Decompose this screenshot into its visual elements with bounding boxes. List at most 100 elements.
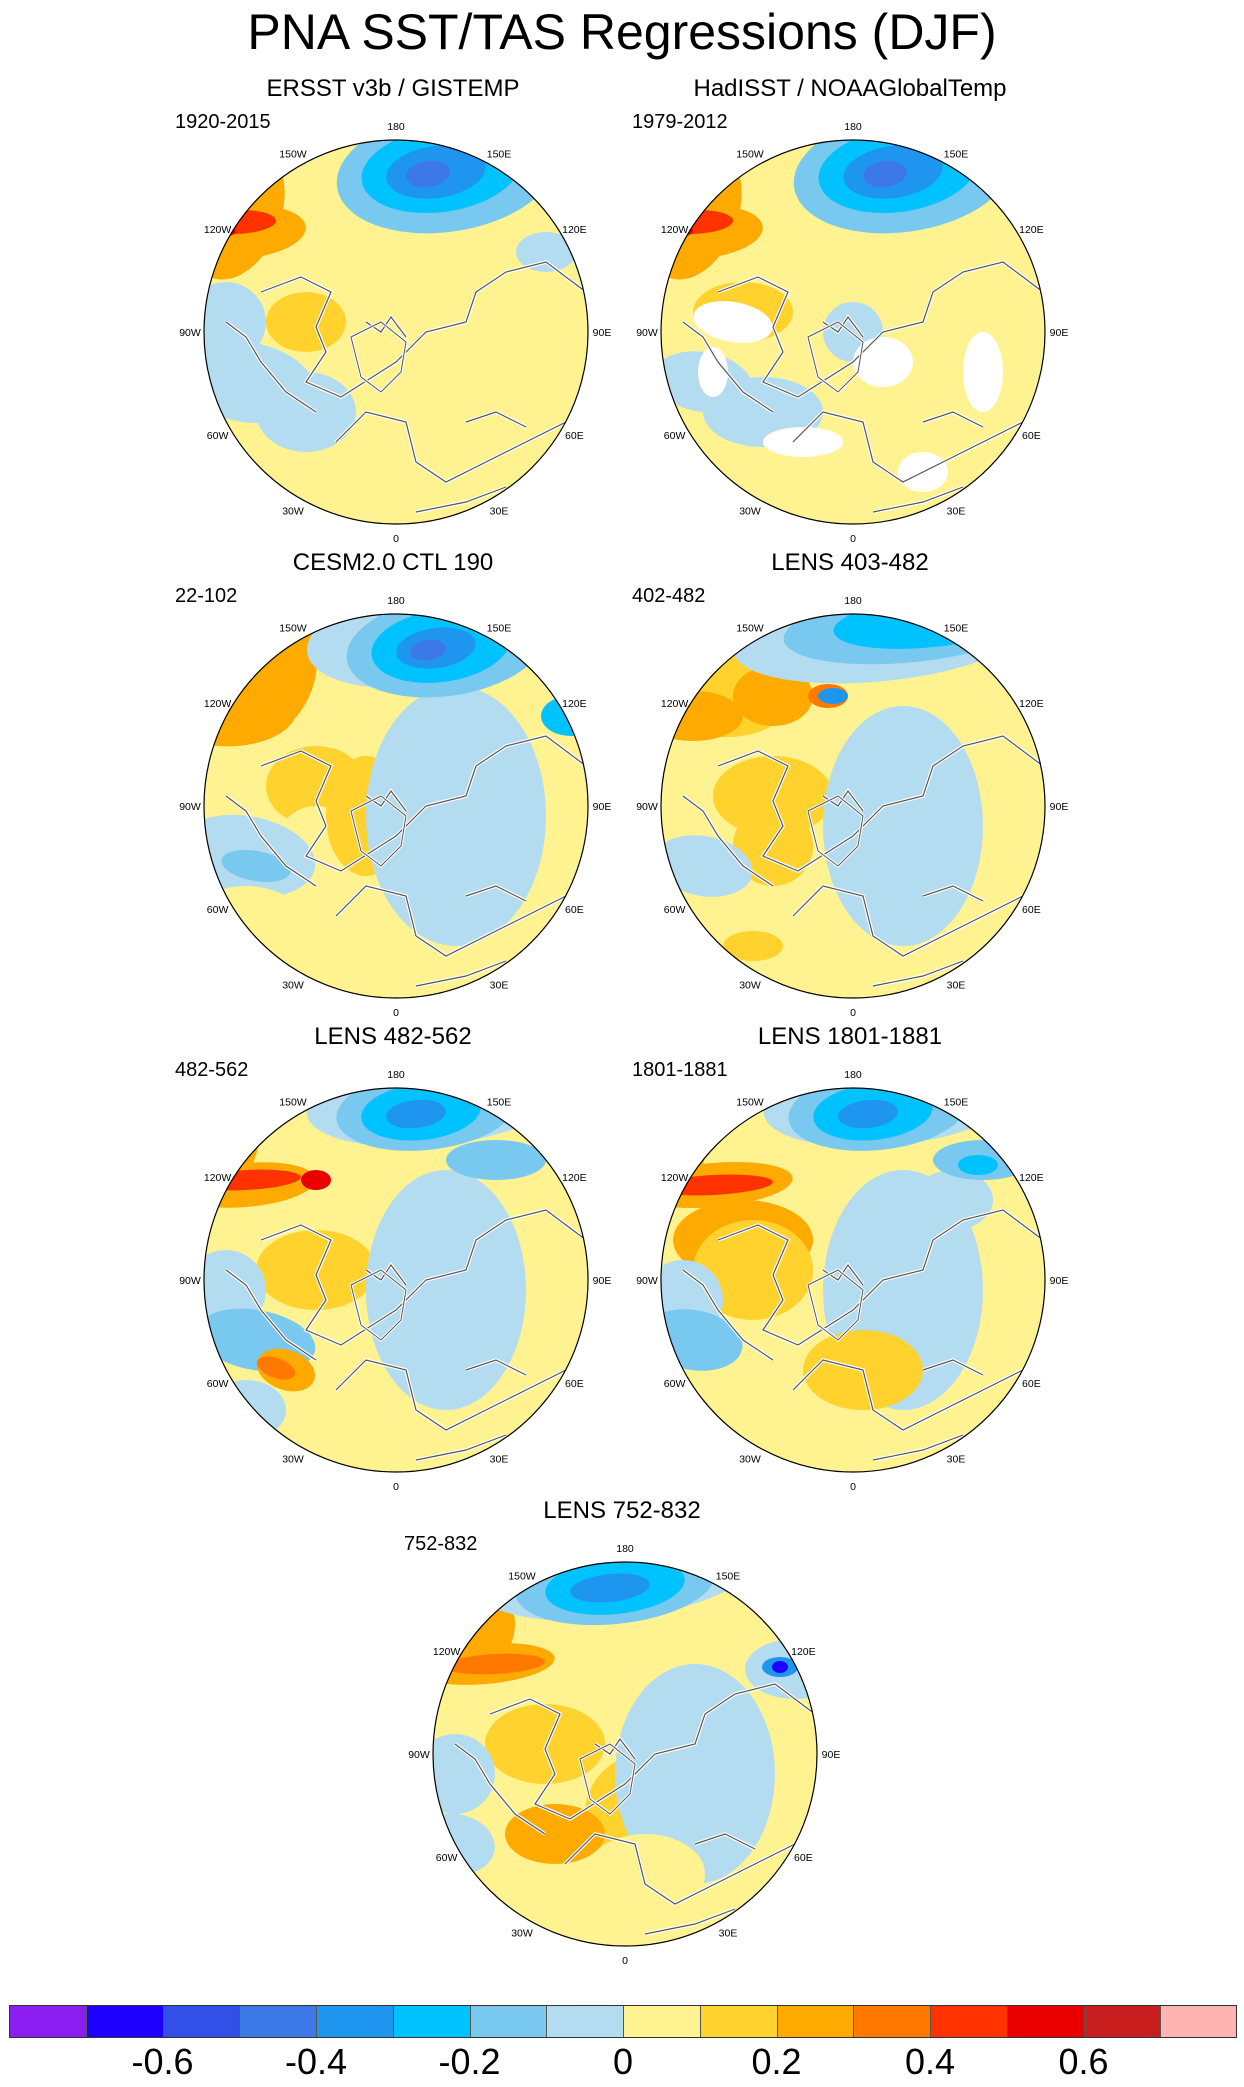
longitude-label: 120W xyxy=(661,224,689,236)
missing-data-patch xyxy=(693,301,773,343)
colorbar-swatch xyxy=(1160,2005,1237,2038)
field-contour xyxy=(772,1661,788,1673)
longitude-label: 150E xyxy=(487,149,512,161)
longitude-label: 30W xyxy=(511,1927,533,1939)
greenland-outline xyxy=(350,795,407,867)
colorbar-swatch xyxy=(699,2005,777,2038)
figure-title: PNA SST/TAS Regressions (DJF) xyxy=(247,4,997,60)
panel-period-label: 752-832 xyxy=(404,1533,478,1555)
coastline xyxy=(682,735,1044,987)
field-contour xyxy=(366,1170,526,1410)
colorbar-swatch xyxy=(392,2005,470,2038)
coastlines xyxy=(224,734,588,988)
field-contour xyxy=(386,1099,446,1129)
longitude-label: 90W xyxy=(179,327,201,339)
field-contour xyxy=(818,688,848,704)
longitude-label: 120E xyxy=(1019,224,1044,236)
longitude-label: 60E xyxy=(1022,1378,1041,1390)
panel-title: HadISST / NOAAGlobalTemp xyxy=(693,75,1007,102)
polar-map: 180 150E 120E 90E 60E 30E 0 30W 60W 90W 120W 150W xyxy=(636,1069,1068,1492)
colorbar-tick-label: -0.4 xyxy=(284,2041,348,2082)
map-field xyxy=(661,614,1045,998)
longitude-label: 120E xyxy=(562,1172,587,1184)
colorbar-tick-label: -0.2 xyxy=(438,2041,501,2082)
longitude-label: 150W xyxy=(279,149,307,161)
map-field xyxy=(204,1088,588,1472)
longitude-label: 60W xyxy=(207,430,229,442)
panel-period-label: 1920-2015 xyxy=(175,111,271,133)
longitude-label: 120E xyxy=(791,1646,816,1658)
polar-map: 180 150E 120E 90E 60E 30E 0 30W 60W 90W 120W 150W xyxy=(179,121,611,544)
map-panel-cesm2-ctl: CESM2.0 CTL 190 22-102 180 150E 120E 90E 60E… xyxy=(163,548,623,1018)
map-border xyxy=(203,139,589,525)
longitude-label: 60W xyxy=(436,1852,458,1864)
missing-data-patch xyxy=(763,427,843,457)
longitude-label: 90E xyxy=(593,1275,612,1287)
panel-title: CESM2.0 CTL 190 xyxy=(292,549,494,576)
longitude-label: 60E xyxy=(565,1378,584,1390)
longitude-label: 90W xyxy=(408,1749,430,1761)
field-contour xyxy=(863,160,907,188)
longitude-label: 180 xyxy=(616,1543,634,1555)
map-field xyxy=(204,614,588,998)
longitude-label: 180 xyxy=(844,1069,862,1081)
field-contour xyxy=(301,1170,331,1190)
polar-map: 180 150E 120E 90E 60E 30E 0 30W 60W 90W 120W 150W xyxy=(408,1543,840,1966)
longitude-label: 30E xyxy=(719,1927,738,1939)
field-contour xyxy=(823,706,983,946)
map-border xyxy=(660,1087,1046,1473)
longitude-label: 30E xyxy=(947,979,966,991)
longitude-label: 30W xyxy=(282,505,304,517)
field-contour xyxy=(436,262,556,422)
coastlines xyxy=(681,1208,1045,1462)
panel-title: LENS 482-562 xyxy=(314,1023,472,1050)
longitude-label: 90W xyxy=(636,1275,658,1287)
field-contour xyxy=(206,631,246,661)
longitude-label: 180 xyxy=(844,121,862,133)
field-contour xyxy=(661,691,743,741)
colorbar-swatch xyxy=(469,2005,547,2038)
map-field xyxy=(661,140,1045,524)
field-contour xyxy=(445,1653,545,1675)
panel-title: ERSST v3b / GISTEMP xyxy=(266,75,520,102)
polar-map: 180 150E 120E 90E 60E 30E 0 30W 60W 90W 120W 150W xyxy=(636,595,1068,1018)
map-border xyxy=(660,613,1046,999)
longitude-label: 150W xyxy=(279,623,307,635)
longitude-label: 0 xyxy=(393,1007,399,1018)
longitude-label: 150W xyxy=(279,1097,307,1109)
missing-data-patch xyxy=(698,347,728,397)
map-border xyxy=(203,613,589,999)
longitude-label: 120E xyxy=(562,698,587,710)
field-contour xyxy=(221,850,291,882)
field-contour xyxy=(585,1834,705,1914)
coastline xyxy=(225,1209,587,1461)
longitude-label: 60W xyxy=(207,1378,229,1390)
longitude-label: 180 xyxy=(387,595,405,607)
colorbar-tick-label: 0.6 xyxy=(1058,2041,1109,2082)
field-contour xyxy=(733,806,813,886)
coastline xyxy=(454,1683,816,1935)
coastlines xyxy=(681,260,1045,514)
longitude-label: 30W xyxy=(282,1453,304,1465)
longitude-label: 180 xyxy=(387,1069,405,1081)
longitude-label: 90W xyxy=(179,801,201,813)
field-contour xyxy=(838,1099,898,1129)
field-contour xyxy=(733,666,813,726)
colorbar-tick-label: -0.6 xyxy=(131,2041,194,2082)
longitude-label: 60W xyxy=(664,430,686,442)
colorbar-tick-label: 0.2 xyxy=(751,2041,802,2082)
map-panel-lens-482-562: LENS 482-562 482-562 180 150E 120E 90E 60E 30… xyxy=(163,1022,623,1492)
colorbar-swatch xyxy=(776,2005,854,2038)
longitude-label: 180 xyxy=(387,121,405,133)
longitude-label: 150W xyxy=(736,623,764,635)
colorbar-tick-label: 0 xyxy=(612,2041,634,2082)
longitude-label: 60W xyxy=(664,1378,686,1390)
polar-map: 180 150E 120E 90E 60E 30E 0 30W 60W 90W 120W 150W xyxy=(636,121,1068,544)
colorbar-swatch xyxy=(930,2005,1007,2038)
longitude-label: 30W xyxy=(282,979,304,991)
coastlines xyxy=(453,1682,817,1936)
panel-title: LENS 752-832 xyxy=(543,1497,701,1524)
field-contour xyxy=(615,1664,775,1884)
longitude-label: 30E xyxy=(490,979,509,991)
coastlines xyxy=(681,734,1045,988)
